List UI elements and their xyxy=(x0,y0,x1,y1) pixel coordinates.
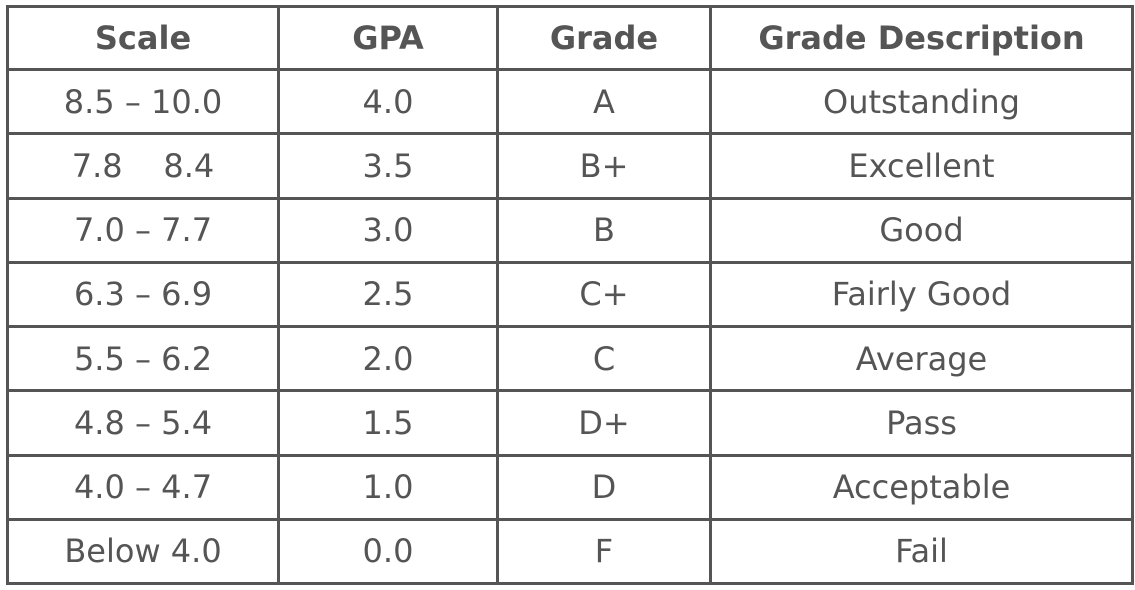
cell-scale: 6.3 – 6.9 xyxy=(6,260,280,329)
cell-gpa: 2.0 xyxy=(277,324,499,393)
cell-description: Excellent xyxy=(709,132,1134,200)
header-grade: Grade xyxy=(496,5,712,71)
table-row: 6.3 – 6.9 2.5 C+ Fairly Good xyxy=(6,260,1134,329)
cell-description: Outstanding xyxy=(709,67,1134,136)
cell-description: Acceptable xyxy=(709,453,1134,521)
cell-grade: B xyxy=(496,196,712,264)
cell-gpa: 3.5 xyxy=(277,132,499,200)
table-row: 8.5 – 10.0 4.0 A Outstanding xyxy=(6,67,1134,136)
table-row: 5.5 – 6.2 2.0 C Average xyxy=(6,324,1134,393)
table-row: 7.0 – 7.7 3.0 B Good xyxy=(6,196,1134,264)
cell-gpa: 4.0 xyxy=(277,67,499,136)
cell-scale: 7.0 – 7.7 xyxy=(6,196,280,264)
cell-scale: 4.8 – 5.4 xyxy=(6,389,280,457)
cell-grade: C+ xyxy=(496,260,712,329)
header-gpa: GPA xyxy=(277,5,499,71)
cell-description: Fairly Good xyxy=(709,260,1134,329)
table-row: 4.8 – 5.4 1.5 D+ Pass xyxy=(6,389,1134,457)
cell-gpa: 1.0 xyxy=(277,453,499,521)
cell-description: Fail xyxy=(709,517,1134,586)
cell-gpa: 3.0 xyxy=(277,196,499,264)
cell-grade: B+ xyxy=(496,132,712,200)
header-scale: Scale xyxy=(6,5,280,71)
cell-scale: 7.8 8.4 xyxy=(6,132,280,200)
grade-scale-table: Scale GPA Grade Grade Description 8.5 – … xyxy=(6,5,1134,586)
cell-gpa: 1.5 xyxy=(277,389,499,457)
cell-grade: A xyxy=(496,67,712,136)
cell-grade: D+ xyxy=(496,389,712,457)
table-header-row: Scale GPA Grade Grade Description xyxy=(6,5,1134,71)
cell-grade: D xyxy=(496,453,712,521)
table-row: 7.8 8.4 3.5 B+ Excellent xyxy=(6,132,1134,200)
header-grade-description: Grade Description xyxy=(709,5,1134,71)
cell-gpa: 2.5 xyxy=(277,260,499,329)
cell-description: Pass xyxy=(709,389,1134,457)
cell-description: Average xyxy=(709,324,1134,393)
cell-grade: F xyxy=(496,517,712,586)
cell-scale: 8.5 – 10.0 xyxy=(6,67,280,136)
cell-scale: 4.0 – 4.7 xyxy=(6,453,280,521)
cell-gpa: 0.0 xyxy=(277,517,499,586)
cell-description: Good xyxy=(709,196,1134,264)
cell-scale: 5.5 – 6.2 xyxy=(6,324,280,393)
cell-grade: C xyxy=(496,324,712,393)
cell-scale: Below 4.0 xyxy=(6,517,280,586)
table-row: Below 4.0 0.0 F Fail xyxy=(6,517,1134,586)
table-row: 4.0 – 4.7 1.0 D Acceptable xyxy=(6,453,1134,521)
